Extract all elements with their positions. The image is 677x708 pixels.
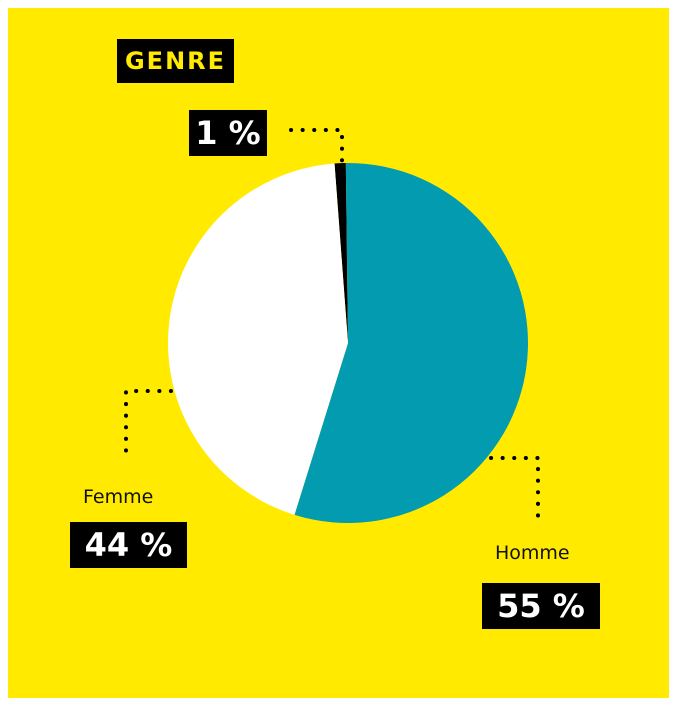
leader-lines	[124, 128, 540, 527]
pie-slice-other	[334, 163, 348, 343]
data-label-homme: 55 %	[482, 583, 600, 629]
data-label-other: 1 %	[189, 110, 267, 156]
data-label-femme: 44 %	[70, 522, 187, 568]
pie-slice-homme	[294, 162, 528, 523]
leader-line-homme	[489, 456, 540, 527]
pie-slice-femme	[168, 163, 348, 515]
chart-title: GENRE	[117, 39, 234, 83]
pie-slices	[168, 162, 528, 523]
category-label-femme: Femme	[83, 486, 154, 508]
category-label-homme: Homme	[495, 542, 570, 564]
leader-line-other	[289, 128, 344, 167]
leader-line-femme	[124, 389, 173, 462]
